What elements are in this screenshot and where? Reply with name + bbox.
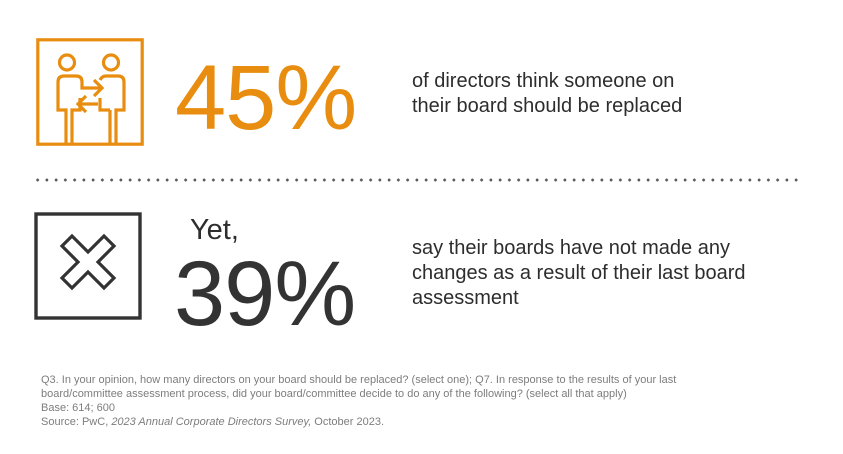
stat1-description: of directors think someone on their boar…: [412, 69, 682, 119]
footnote-question-line2: board/committee assessment process, did …: [41, 388, 627, 400]
source-prefix: Source: PwC,: [41, 416, 112, 428]
footnote-source: Source: PwC, 2023 Annual Corporate Direc…: [41, 415, 821, 429]
people-exchange-icon: [36, 38, 144, 146]
stat-39-percent: 39%: [174, 243, 356, 345]
stat2-description-line1: say their boards have not made any: [412, 237, 730, 259]
stat-45-percent: 45%: [175, 47, 357, 149]
footnote-question-line1: Q3. In your opinion, how many directors …: [41, 374, 677, 386]
footnote: Q3. In your opinion, how many directors …: [41, 373, 821, 429]
source-suffix: October 2023.: [311, 416, 385, 428]
source-title: 2023 Annual Corporate Directors Survey,: [111, 416, 312, 428]
dotted-divider: [33, 178, 799, 182]
stat1-description-line1: of directors think someone on: [412, 70, 675, 92]
stat2-description: say their boards have not made any chang…: [412, 236, 746, 311]
stat2-prefix: Yet,: [190, 214, 239, 246]
stat2-description-line3: assessment: [412, 287, 519, 309]
x-mark-icon: [34, 212, 142, 320]
stat2-description-line2: changes as a result of their last board: [412, 262, 746, 284]
stat1-description-line2: their board should be replaced: [412, 95, 683, 117]
footnote-base: Base: 614; 600: [41, 402, 116, 414]
